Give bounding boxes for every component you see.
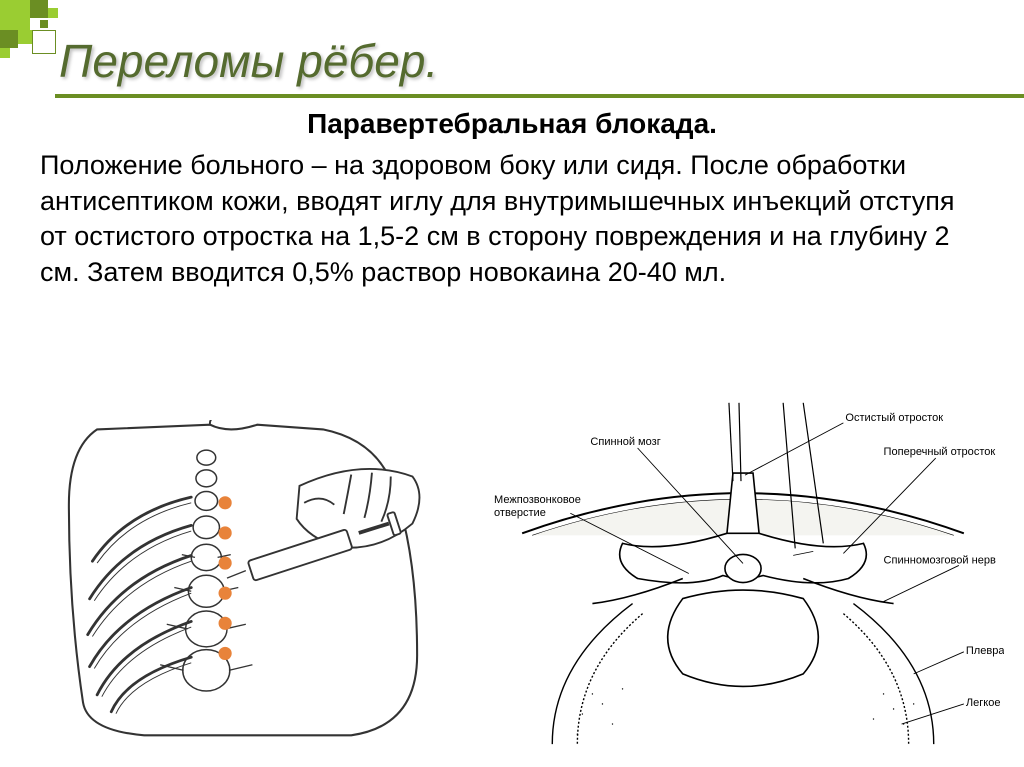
label-spinous-process: Остистый отросток: [845, 412, 943, 424]
figure-vertebra-cross-section: Остистый отросток Спинной мозг Поперечны…: [482, 400, 1004, 757]
slide-title: Переломы рёбер.: [59, 34, 438, 88]
label-spinal-nerve: Спинномозговой нерв: [884, 554, 996, 566]
label-lung: Легкое: [966, 697, 1001, 709]
label-foramen-1: Межпозвонковое: [494, 494, 581, 506]
label-transverse-process: Поперечный отросток: [884, 446, 996, 458]
label-foramen-2: отверстие: [494, 507, 546, 519]
torso-svg: [28, 420, 458, 740]
title-bar: Переломы рёбер.: [55, 18, 1024, 98]
cross-section-svg: Остистый отросток Спинной мозг Поперечны…: [482, 400, 1004, 757]
label-pleura: Плевра: [966, 645, 1004, 657]
figure-paravertebral-injection: [28, 400, 458, 757]
figures-row: Остистый отросток Спинной мозг Поперечны…: [28, 400, 1004, 757]
body-text: Положение больного – на здоровом боку ил…: [40, 148, 988, 291]
label-spinal-cord: Спинной мозг: [590, 436, 660, 448]
slide-subtitle: Паравертебральная блокада.: [0, 108, 1024, 140]
